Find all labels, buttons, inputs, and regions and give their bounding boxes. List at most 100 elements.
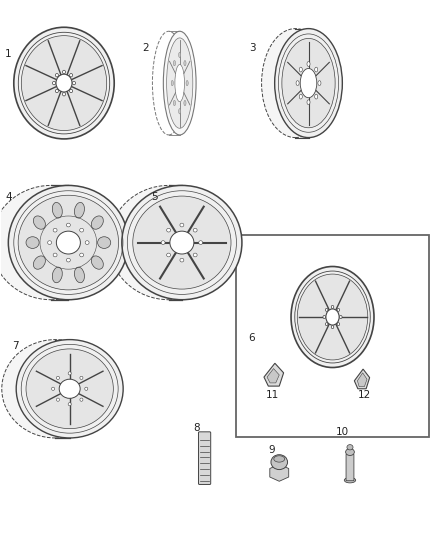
Ellipse shape xyxy=(133,196,231,289)
Ellipse shape xyxy=(347,445,353,450)
Ellipse shape xyxy=(63,70,66,74)
Ellipse shape xyxy=(179,109,181,114)
Ellipse shape xyxy=(193,228,197,232)
Ellipse shape xyxy=(325,322,328,326)
Ellipse shape xyxy=(274,456,285,462)
Text: 9: 9 xyxy=(268,445,275,455)
Ellipse shape xyxy=(193,253,197,257)
Ellipse shape xyxy=(296,80,299,85)
Text: 2: 2 xyxy=(143,43,149,53)
Ellipse shape xyxy=(331,326,334,329)
Ellipse shape xyxy=(55,90,58,93)
Ellipse shape xyxy=(173,100,176,106)
Polygon shape xyxy=(270,464,289,481)
Ellipse shape xyxy=(109,185,229,300)
Text: 12: 12 xyxy=(357,390,371,400)
Ellipse shape xyxy=(70,90,73,93)
Ellipse shape xyxy=(180,223,184,227)
Ellipse shape xyxy=(346,449,354,456)
Ellipse shape xyxy=(14,27,114,139)
Ellipse shape xyxy=(21,36,107,131)
Ellipse shape xyxy=(161,241,165,245)
Ellipse shape xyxy=(173,61,176,66)
Ellipse shape xyxy=(26,349,113,429)
Ellipse shape xyxy=(67,259,71,262)
Ellipse shape xyxy=(63,93,66,96)
Ellipse shape xyxy=(80,253,84,257)
Ellipse shape xyxy=(57,376,60,379)
Ellipse shape xyxy=(170,231,194,254)
Ellipse shape xyxy=(166,253,170,257)
Ellipse shape xyxy=(74,203,85,218)
Ellipse shape xyxy=(307,100,310,104)
Ellipse shape xyxy=(163,31,196,135)
Ellipse shape xyxy=(166,38,193,128)
Ellipse shape xyxy=(171,80,173,86)
Ellipse shape xyxy=(325,309,328,311)
Text: 10: 10 xyxy=(336,427,349,437)
Ellipse shape xyxy=(52,203,62,218)
Ellipse shape xyxy=(337,322,339,326)
Ellipse shape xyxy=(331,305,334,309)
Ellipse shape xyxy=(16,340,123,438)
Text: 6: 6 xyxy=(249,333,255,343)
Ellipse shape xyxy=(26,237,39,248)
Ellipse shape xyxy=(179,52,181,58)
Ellipse shape xyxy=(323,316,325,319)
Ellipse shape xyxy=(175,64,184,102)
Ellipse shape xyxy=(122,185,242,300)
Polygon shape xyxy=(357,373,367,386)
Ellipse shape xyxy=(53,253,57,257)
Ellipse shape xyxy=(57,398,60,401)
Ellipse shape xyxy=(80,376,83,379)
Ellipse shape xyxy=(98,237,111,248)
Text: 4: 4 xyxy=(6,192,13,202)
Ellipse shape xyxy=(33,256,46,269)
Ellipse shape xyxy=(52,267,62,282)
FancyBboxPatch shape xyxy=(198,432,211,484)
Text: 5: 5 xyxy=(151,192,158,202)
Ellipse shape xyxy=(337,309,339,311)
Ellipse shape xyxy=(339,316,342,319)
Ellipse shape xyxy=(59,379,80,398)
Ellipse shape xyxy=(318,80,321,85)
Ellipse shape xyxy=(67,223,71,227)
Ellipse shape xyxy=(297,274,368,360)
Ellipse shape xyxy=(85,387,88,390)
Ellipse shape xyxy=(52,387,55,390)
Text: 1: 1 xyxy=(5,49,12,59)
Ellipse shape xyxy=(299,94,302,99)
Ellipse shape xyxy=(184,100,186,106)
Ellipse shape xyxy=(18,195,119,290)
Ellipse shape xyxy=(326,309,339,325)
Ellipse shape xyxy=(0,185,111,300)
Polygon shape xyxy=(264,364,284,386)
Ellipse shape xyxy=(282,38,335,128)
Polygon shape xyxy=(354,369,370,389)
Ellipse shape xyxy=(33,216,46,229)
Ellipse shape xyxy=(344,478,356,483)
Ellipse shape xyxy=(2,340,109,438)
Ellipse shape xyxy=(180,259,184,262)
Ellipse shape xyxy=(92,256,103,269)
Ellipse shape xyxy=(57,231,81,254)
Ellipse shape xyxy=(68,372,71,375)
Ellipse shape xyxy=(307,62,310,66)
Ellipse shape xyxy=(184,61,186,66)
Ellipse shape xyxy=(53,228,57,232)
Ellipse shape xyxy=(92,216,103,229)
Ellipse shape xyxy=(299,67,302,72)
FancyBboxPatch shape xyxy=(346,454,354,481)
Ellipse shape xyxy=(70,74,73,77)
Ellipse shape xyxy=(74,267,85,282)
Ellipse shape xyxy=(291,266,374,368)
Ellipse shape xyxy=(55,74,58,77)
Text: 11: 11 xyxy=(266,390,279,400)
Ellipse shape xyxy=(80,228,84,232)
Ellipse shape xyxy=(314,67,318,72)
Ellipse shape xyxy=(85,241,89,245)
Ellipse shape xyxy=(56,74,72,92)
Ellipse shape xyxy=(199,241,203,245)
Ellipse shape xyxy=(314,94,318,99)
Ellipse shape xyxy=(73,82,75,85)
